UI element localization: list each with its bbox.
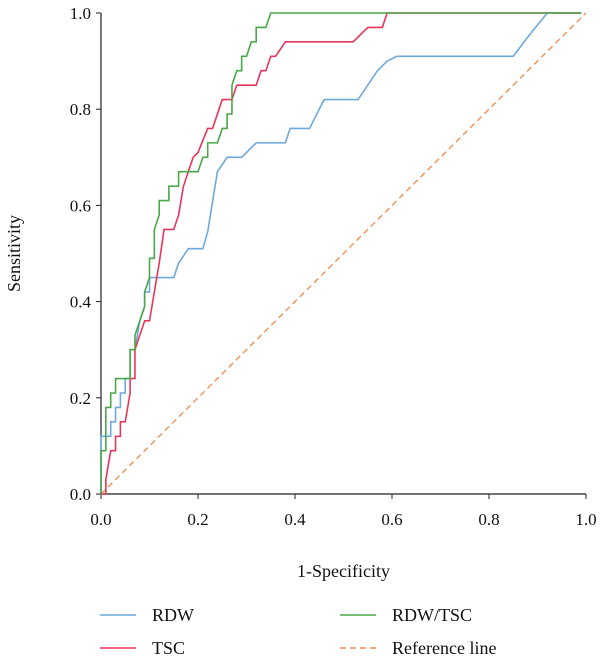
- x-tick-label: 0.2: [187, 510, 208, 529]
- y-tick-label: 0.8: [70, 100, 91, 119]
- legend-label-tsc: TSC: [152, 638, 185, 658]
- y-tick-label: 0.2: [70, 389, 91, 408]
- legend-label-rdw-tsc: RDW/TSC: [392, 605, 472, 625]
- y-tick-label: 0.6: [70, 196, 91, 215]
- x-tick-label: 0.0: [90, 510, 111, 529]
- y-axis-label: Sensitivity: [4, 215, 24, 292]
- y-tick-label: 1.0: [70, 4, 91, 23]
- series-line-rdw: [100, 12, 582, 494]
- series-line-tsc: [101, 12, 582, 495]
- x-tick-label: 0.6: [381, 510, 402, 529]
- legend-label-rdw: RDW: [152, 605, 194, 625]
- x-tick-label: 1.0: [575, 510, 596, 529]
- x-tick-label: 0.8: [478, 510, 499, 529]
- series-line-reference-line: [100, 12, 587, 495]
- legend-label-reference-line: Reference line: [392, 638, 496, 658]
- x-axis-label: 1-Specificity: [297, 561, 390, 581]
- x-tick-label: 0.4: [284, 510, 306, 529]
- y-tick-label: 0.0: [70, 485, 91, 504]
- y-tick-label: 0.4: [70, 293, 92, 312]
- series-line-rdw-tsc: [100, 12, 582, 494]
